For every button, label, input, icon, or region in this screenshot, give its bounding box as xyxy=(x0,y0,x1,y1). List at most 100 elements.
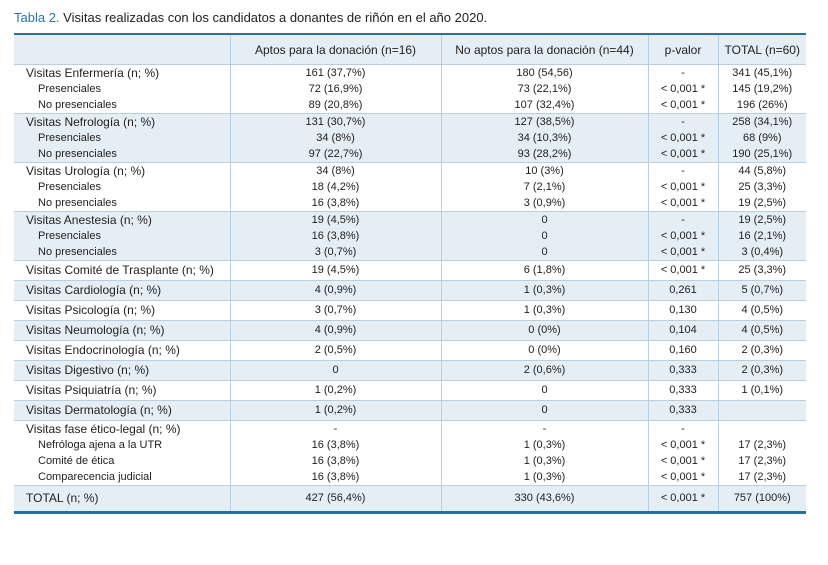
table-row: Presenciales 34 (8%) 34 (10,3%) < 0,001 * 68… xyxy=(14,130,806,146)
table-cell: 0 (0%) xyxy=(440,340,648,361)
table-row: Visitas Urología (n; %) 34 (8%) 10 (3%) -44… xyxy=(14,162,806,179)
table-cell: < 0,001 * xyxy=(647,453,718,469)
table-cell: 16 (3,8%) xyxy=(229,453,441,469)
table-row: Visitas Comité de Trasplante (n; %) 19 (4… xyxy=(14,260,806,281)
table-cell: 34 (10,3%) xyxy=(440,130,648,146)
table-cell: 2 (0,6%) xyxy=(440,360,648,381)
table-cell: 1 (0,2%) xyxy=(229,400,441,421)
table-row: Visitas Nefrología (n; %) 131 (30,7%) 127 … xyxy=(14,113,806,130)
table-cell: 72 (16,9%) xyxy=(229,81,441,97)
table-row: Visitas Dermatología (n; %) 1 (0,2%) 0 0,33… xyxy=(14,400,806,421)
row-label: Visitas Digestivo (n; %) xyxy=(14,360,230,381)
row-sublabel: Nefróloga ajena a la UTR xyxy=(38,439,163,451)
table-cell: 34 (8%) xyxy=(229,162,441,179)
table-cell: 1 (0,3%) xyxy=(440,437,648,453)
table-cell: 0,130 xyxy=(647,300,718,321)
table-row: Presenciales 16 (3,8%) 0 < 0,001 * 16 (2,1%) xyxy=(14,228,806,244)
table-cell: 0 xyxy=(440,400,648,421)
header-cell: TOTAL (n=60) xyxy=(717,35,806,65)
row-label: Visitas fase ético-legal (n; %) xyxy=(14,420,230,437)
table-cell: < 0,001 * xyxy=(647,195,718,212)
table-cell: 0,261 xyxy=(647,280,718,301)
row-label: Visitas Enfermería (n; %) xyxy=(14,64,230,81)
row-label: Visitas Nefrología (n; %) xyxy=(14,113,230,130)
table-cell: 0 xyxy=(440,228,648,244)
row-sublabel: Presenciales xyxy=(38,181,101,193)
table-cell: 25 (3,3%) xyxy=(717,179,806,195)
table-cell: - xyxy=(229,420,441,437)
table-cell: 0 xyxy=(440,380,648,401)
table-cell: 73 (22,1%) xyxy=(440,81,648,97)
row-sublabel: Presenciales xyxy=(14,130,230,146)
table-cell: - xyxy=(647,162,718,179)
top-rule xyxy=(14,33,806,35)
table-cell: 1 (0,3%) xyxy=(440,300,648,321)
table-row: Presenciales 18 (4,2%) 7 (2,1%) < 0,001 * 25… xyxy=(14,179,806,195)
table-caption: Tabla 2. Visitas realizadas con los cand… xyxy=(14,10,487,25)
table-cell: 1 (0,3%) xyxy=(440,453,648,469)
total-cell: 757 (100%) xyxy=(717,485,806,511)
row-sublabel: Comparecencia judicial xyxy=(38,471,152,483)
table-cell: - xyxy=(647,211,718,228)
table-cell: 0 xyxy=(440,211,648,228)
table-cell: - xyxy=(647,113,718,130)
row-sublabel: Presenciales xyxy=(38,83,101,95)
table-cell: 16 (3,8%) xyxy=(229,195,441,212)
table-row: Comparecencia judicial 16 (3,8%) 1 (0,3%) <… xyxy=(14,469,806,486)
row-label: Visitas Neumología (n; %) xyxy=(14,320,230,341)
table-cell: 107 (32,4%) xyxy=(440,97,648,114)
table-row: Visitas Psicología (n; %) 3 (0,7%) 1 (0,3%… xyxy=(14,300,806,321)
table-cell: 3 (0,4%) xyxy=(717,244,806,261)
table-cell: 0 xyxy=(440,244,648,261)
table-cell: 127 (38,5%) xyxy=(440,113,648,130)
table-cell: 2 (0,5%) xyxy=(229,340,441,361)
table-row: Visitas fase ético-legal (n; %) - - - xyxy=(14,420,806,437)
table-cell: 6 (1,8%) xyxy=(440,260,648,281)
row-label: Visitas Urología (n; %) xyxy=(14,162,230,179)
table-row: Visitas Endocrinología (n; %) 2 (0,5%) 0 (… xyxy=(14,340,806,361)
row-sublabel: No presenciales xyxy=(38,197,117,209)
table-cell: 16 (3,8%) xyxy=(229,228,441,244)
table-row: No presenciales 97 (22,7%) 93 (28,2%) < 0,0… xyxy=(14,146,806,163)
table-cell: 161 (37,7%) xyxy=(229,64,441,81)
row-label: Visitas Comité de Trasplante (n; %) xyxy=(14,260,230,281)
table-cell: 190 (25,1%) xyxy=(717,146,806,163)
table-row: No presenciales 89 (20,8%) 107 (32,4%) < 0,… xyxy=(14,97,806,114)
table-cell: 16 (3,8%) xyxy=(229,469,441,486)
table-container: Aptos para la donación (n=16) No aptos p… xyxy=(14,33,806,514)
total-cell: 427 (56,4%) xyxy=(229,485,441,511)
table-title: Visitas realizadas con los candidatos a … xyxy=(59,10,488,25)
row-label: Visitas Psiquiatría (n; %) xyxy=(14,380,230,401)
table-cell: < 0,001 * xyxy=(647,81,718,97)
table-cell: 34 (8%) xyxy=(229,130,441,146)
header-cell xyxy=(14,35,230,65)
table-row: Visitas Psiquiatría (n; %) 1 (0,2%) 0 0,333… xyxy=(14,380,806,401)
table-cell: < 0,001 * xyxy=(647,146,718,163)
table-cell: 1 (0,2%) xyxy=(229,380,441,401)
table-row: Visitas Neumología (n; %) 4 (0,9%) 0 (0%) 0… xyxy=(14,320,806,341)
table-cell: 89 (20,8%) xyxy=(229,97,441,114)
total-label: TOTAL (n; %) xyxy=(14,485,230,511)
row-label: Visitas Dermatología (n; %) xyxy=(14,400,230,421)
total-cell: < 0,001 * xyxy=(647,485,718,511)
table-cell: 16 (2,1%) xyxy=(717,228,806,244)
table-cell: 2 (0,3%) xyxy=(717,340,806,361)
row-label: Visitas Cardiología (n; %) xyxy=(14,280,230,301)
table-cell: 68 (9%) xyxy=(717,130,806,146)
table-number: Tabla 2. xyxy=(14,10,60,25)
table-cell: 258 (34,1%) xyxy=(717,113,806,130)
table-cell: 2 (0,3%) xyxy=(717,360,806,381)
table-cell: < 0,001 * xyxy=(647,469,718,486)
row-sublabel: Comité de ética xyxy=(38,455,115,467)
table-cell: 3 (0,7%) xyxy=(229,244,441,261)
header-row: Aptos para la donación (n=16) No aptos p… xyxy=(14,35,806,65)
row-label: Visitas Endocrinología (n; %) xyxy=(14,340,230,361)
table-cell: < 0,001 * xyxy=(647,228,718,244)
table-cell: 3 (0,9%) xyxy=(440,195,648,212)
table-cell: < 0,001 * xyxy=(647,244,718,261)
table-cell: 0,333 xyxy=(647,380,718,401)
table-cell: 1 (0,3%) xyxy=(440,469,648,486)
table-row: Presenciales 72 (16,9%) 73 (22,1%) < 0,001 … xyxy=(14,81,806,97)
table-row: No presenciales 3 (0,7%) 0 < 0,001 * 3 (0,4%… xyxy=(14,244,806,261)
row-label: Visitas Psicología (n; %) xyxy=(14,300,230,321)
